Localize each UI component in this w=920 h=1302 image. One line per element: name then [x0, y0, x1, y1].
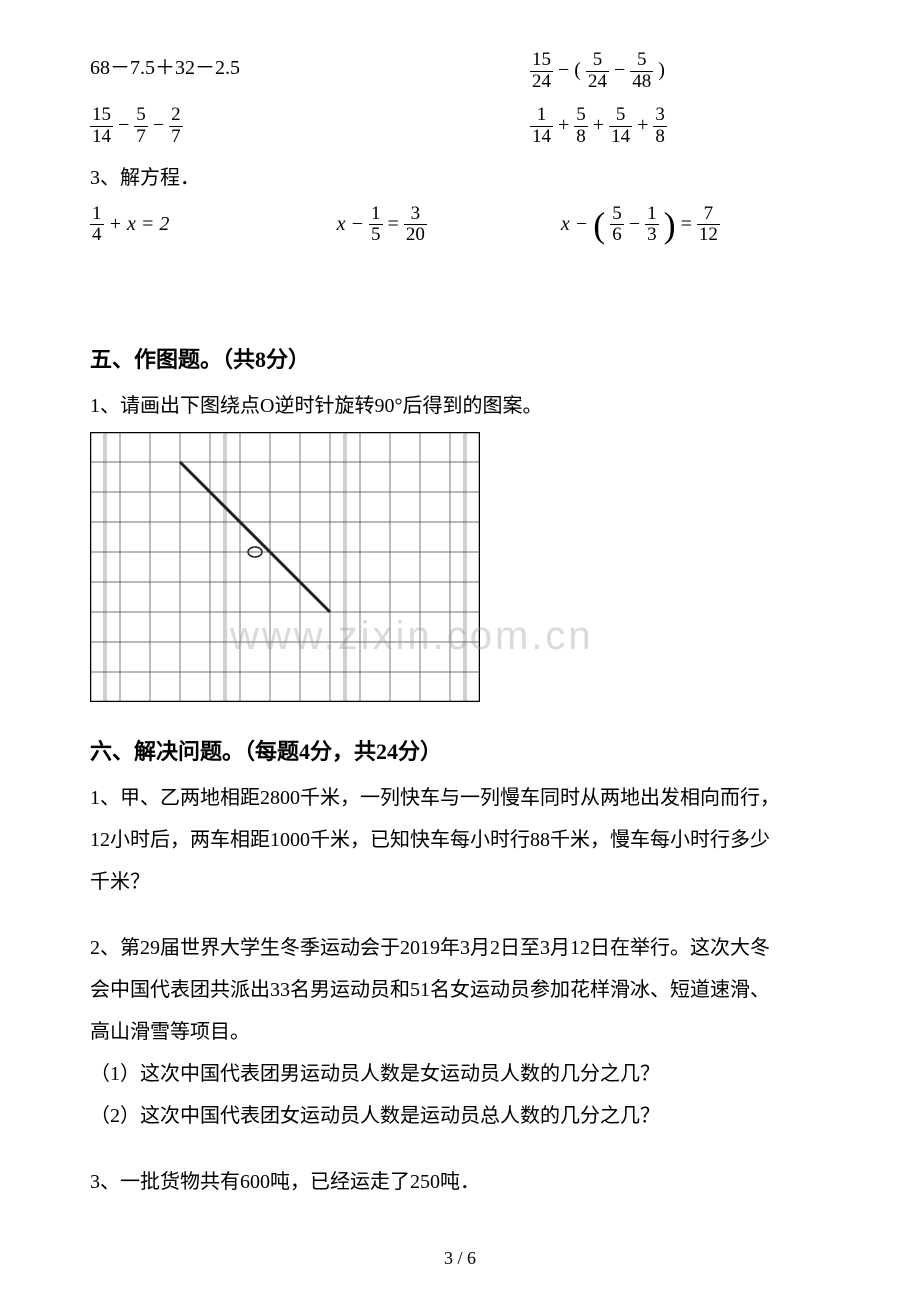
eq1-left: 68－7.5＋32－2.5: [90, 50, 530, 93]
page-number: 3 / 6: [0, 1242, 920, 1274]
section-5-heading: 五、作图题。（共8分）: [90, 340, 830, 380]
s6-q1-l2: 12小时后，两车相距1000千米，已知快车每小时行88千米，慢车每小时行多少: [90, 822, 830, 858]
eq2-right: 114 + 58 + 514 + 38: [530, 105, 830, 148]
s6-q1-l3: 千米？: [90, 864, 830, 900]
eq2-left: 1514 − 57 − 27: [90, 105, 530, 148]
s6-q2-s2: （2）这次中国代表团女运动员人数是运动员总人数的几分之几？: [90, 1098, 830, 1134]
s6-q3: 3、一批货物共有600吨，已经运走了250吨．: [90, 1164, 830, 1200]
equation-row-1: 68－7.5＋32－2.5 1524 − ( 524 − 548 ): [90, 50, 830, 93]
s6-q2-l2: 会中国代表团共派出33名男运动员和51名女运动员参加花样滑冰、短道速滑、: [90, 972, 830, 1008]
s6-q1-l1: 1、甲、乙两地相距2800千米，一列快车与一列慢车同时从两地出发相向而行，: [90, 780, 830, 816]
s6-q2-s1: （1）这次中国代表团男运动员人数是女运动员人数的几分之几？: [90, 1056, 830, 1092]
eq3-c3: x − ( 56 − 13 ) = 712: [561, 204, 830, 247]
equation-row-3: 14 + x = 2 x − 15 = 320 x − ( 56 − 13 ) …: [90, 204, 830, 247]
s6-q2-l1: 2、第29届世界大学生冬季运动会于2019年3月2日至3月12日在举行。这次大冬: [90, 930, 830, 966]
q3-label: 3、解方程．: [90, 160, 830, 196]
eq3-c1: 14 + x = 2: [90, 204, 337, 247]
eq3-c2: x − 15 = 320: [337, 204, 561, 247]
eq1-right: 1524 − ( 524 − 548 ): [530, 50, 830, 93]
rotation-grid: [90, 432, 480, 702]
grid-figure: [90, 432, 480, 702]
section-5-q1: 1、请画出下图绕点O逆时针旋转90°后得到的图案。: [90, 388, 830, 424]
section-6-heading: 六、解决问题。（每题4分，共24分）: [90, 732, 830, 772]
equation-row-2: 1514 − 57 − 27 114 + 58 + 514 + 38: [90, 105, 830, 148]
s6-q2-l3: 高山滑雪等项目。: [90, 1014, 830, 1050]
eq-text: 68－7.5＋32－2.5: [90, 57, 240, 79]
